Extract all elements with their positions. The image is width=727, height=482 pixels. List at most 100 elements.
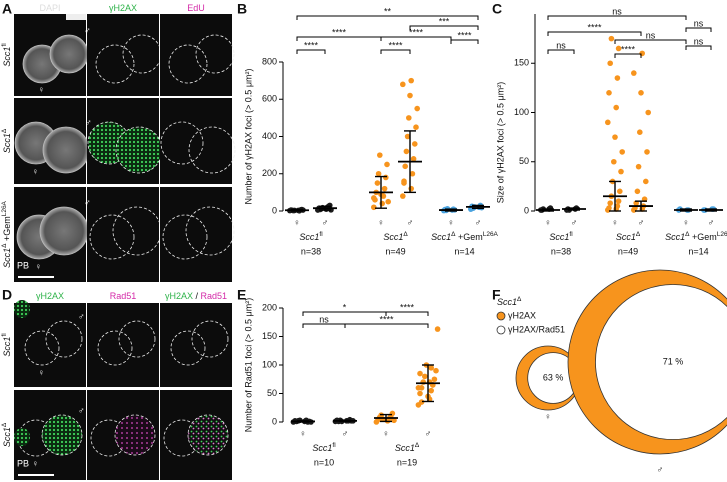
data-point <box>612 134 618 140</box>
row-label-part: +Gem <box>2 216 12 243</box>
data-point <box>607 200 613 206</box>
column-header: EdU <box>187 3 205 13</box>
data-point <box>413 124 419 130</box>
inner-circle <box>595 284 727 440</box>
group-n: n=14 <box>688 246 708 256</box>
data-point <box>389 410 396 417</box>
image-row: ♂ ♀PB <box>14 390 232 480</box>
nucleus <box>168 44 208 84</box>
data-point <box>409 170 416 177</box>
data-point <box>614 75 621 81</box>
micrograph <box>160 14 232 96</box>
y-tick-label: 400 <box>262 131 277 141</box>
micrograph <box>160 187 232 282</box>
column-header-part: DAPI <box>39 3 60 13</box>
data-point <box>618 168 624 175</box>
row-label-part: Δ <box>1 128 8 133</box>
nucleus <box>118 320 156 358</box>
nucleus <box>195 34 235 74</box>
row-label: Scc1Δ <box>1 422 13 447</box>
micrograph <box>14 303 86 387</box>
chart-title: Scc1Δ <box>497 296 522 308</box>
significance-label: **** <box>379 314 394 324</box>
x-tick-label: ♀ <box>448 217 455 227</box>
male-label: ♂ <box>84 25 91 35</box>
significance-label: **** <box>621 44 636 54</box>
data-point <box>637 129 643 135</box>
polar-body <box>14 428 30 446</box>
nucleus <box>160 121 204 165</box>
significance-label: **** <box>304 40 319 50</box>
data-point <box>379 200 386 207</box>
column-header: γH2AX <box>36 291 64 301</box>
significance-label: **** <box>388 40 403 50</box>
column-header-part: γH2AX <box>165 291 193 301</box>
significance-bracket <box>344 323 429 328</box>
data-point <box>400 81 406 88</box>
column-header-part: EdU <box>187 3 205 13</box>
data-point <box>434 326 441 332</box>
y-tick-label: 0 <box>524 205 529 215</box>
x-tick-label: ♂ <box>407 217 414 227</box>
data-point <box>381 185 388 192</box>
group-label-part: Scc1 <box>665 232 685 242</box>
y-axis-label: Size of γH2AX foci (> 0.5 μm²) <box>495 82 505 203</box>
significance-label: **** <box>587 22 602 32</box>
data-point <box>408 185 415 192</box>
nucleus <box>42 126 90 174</box>
column-header-part: γH2AX <box>36 291 64 301</box>
group-label: Scc1fl <box>312 442 335 454</box>
group-label-part: Scc1 <box>616 232 636 242</box>
x-tick-label: ♂ <box>708 217 715 227</box>
panel-letter: C <box>492 1 502 17</box>
column-header-part: / <box>193 291 201 301</box>
group-n: n=49 <box>385 246 405 256</box>
image-row: ♂♀ <box>14 98 236 184</box>
female-label: ♀ <box>32 166 39 176</box>
male-label: ♂ <box>78 405 85 415</box>
data-point <box>606 205 612 211</box>
data-point <box>428 365 435 371</box>
group-n: n=10 <box>314 457 334 467</box>
male-label: ♂ <box>85 117 92 127</box>
data-point <box>431 376 438 383</box>
nucleus <box>39 206 89 256</box>
significance-bracket <box>409 25 479 30</box>
group-label-part: L26A <box>717 231 727 238</box>
y-tick-label: 800 <box>262 56 277 66</box>
data-point <box>410 156 417 162</box>
nucleus <box>24 330 60 366</box>
data-point <box>613 104 619 111</box>
image-row: ♂♀ <box>14 14 235 96</box>
female-label: ♀ <box>32 458 39 468</box>
data-point <box>615 198 622 204</box>
y-axis-label: Number of Rad51 foci (> 0.5 μm²) <box>243 298 253 433</box>
y-tick-label: 50 <box>267 388 277 398</box>
female-label: ♀ <box>38 367 45 377</box>
x-tick-label: ♀ <box>294 217 301 227</box>
value-label: 71 % <box>663 356 684 366</box>
x-tick-label: ♀ <box>683 217 690 227</box>
column-header: DAPI <box>39 3 60 13</box>
nucleus <box>41 414 83 456</box>
micrograph <box>87 187 159 282</box>
nucleus <box>188 126 236 174</box>
column-header: γH2AX / Rad51 <box>165 291 227 301</box>
data-point <box>377 152 383 158</box>
group-label-part: Scc1 <box>431 232 451 242</box>
x-tick-label: ♀ <box>300 428 307 438</box>
data-point <box>417 370 423 377</box>
female-label: ♀ <box>38 84 45 94</box>
row-label-part: fl <box>1 333 8 336</box>
significance-bracket <box>296 15 479 20</box>
x-tick-label: ♂ <box>425 428 432 438</box>
data-point <box>608 35 615 42</box>
group-label-part: Δ <box>403 231 408 238</box>
significance-bracket <box>302 311 387 316</box>
nucleus <box>191 320 229 358</box>
micrograph <box>160 303 232 387</box>
y-tick-label: 50 <box>519 156 529 166</box>
nucleus <box>115 126 163 174</box>
data-point <box>635 163 642 170</box>
significance-label: **** <box>409 27 424 37</box>
